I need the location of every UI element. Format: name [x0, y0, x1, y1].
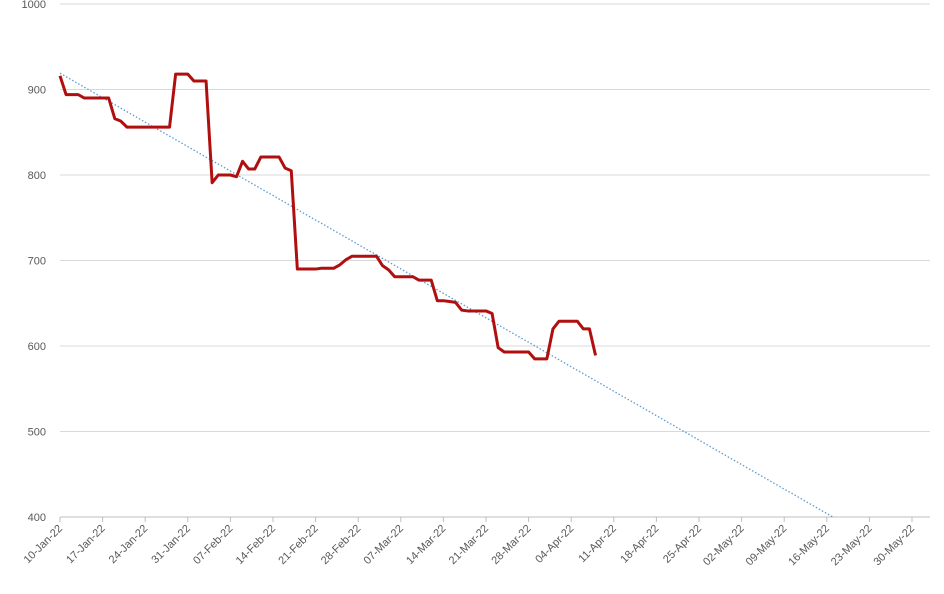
x-tick-label: 23-May-22 [829, 523, 875, 569]
x-tick-label: 28-Feb-22 [319, 523, 363, 567]
x-tick-label: 02-May-22 [701, 523, 747, 569]
y-tick-label: 500 [28, 427, 46, 439]
y-tick-label: 400 [28, 512, 46, 524]
x-tick-label: 14-Mar-22 [404, 523, 448, 567]
y-tick-label: 900 [28, 85, 46, 97]
x-tick-label: 17-Jan-22 [64, 523, 108, 567]
y-tick-label: 800 [28, 170, 46, 182]
x-tick-label: 21-Mar-22 [447, 523, 491, 567]
y-tick-label: 600 [28, 341, 46, 353]
y-tick-label: 700 [28, 256, 46, 268]
x-tick-label: 10-Jan-22 [22, 523, 66, 567]
x-tick-label: 07-Mar-22 [362, 523, 406, 567]
line-series [59, 72, 834, 518]
x-tick-label: 30-May-22 [871, 523, 917, 569]
x-tick-label: 21-Feb-22 [276, 523, 320, 567]
x-tick-label: 18-Apr-22 [618, 523, 661, 566]
x-tick-label: 25-Apr-22 [661, 523, 704, 566]
x-tick-label: 31-Jan-22 [149, 523, 193, 567]
x-tick-label: 07-Feb-22 [191, 523, 235, 567]
x-tick-label: 11-Apr-22 [576, 523, 619, 566]
x-tick-label: 24-Jan-22 [107, 523, 151, 567]
x-tick-label: 09-May-22 [744, 523, 790, 569]
x-tick-label: 16-May-22 [786, 523, 832, 569]
x-tick-label: 04-Apr-22 [533, 523, 576, 566]
y-tick-label: 1000 [22, 0, 46, 11]
line-series [58, 72, 598, 361]
x-tick-label: 14-Feb-22 [234, 523, 278, 567]
x-tick-label: 28-Mar-22 [489, 523, 533, 567]
